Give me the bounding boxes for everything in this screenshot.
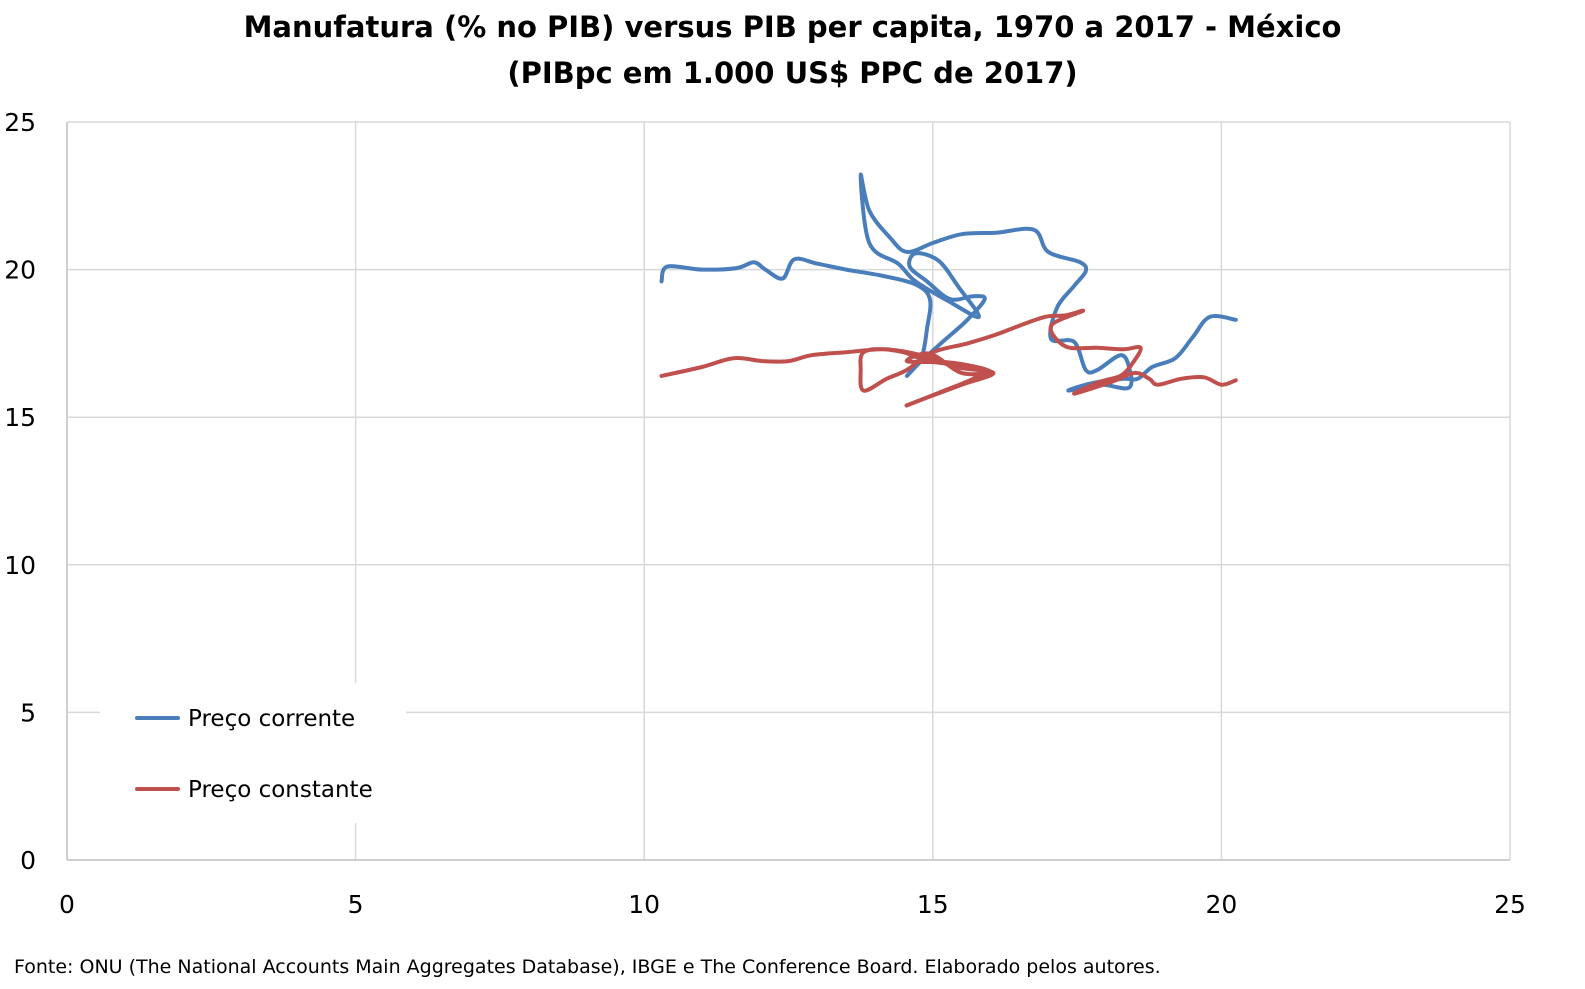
x-tick-label: 15: [917, 890, 949, 919]
source-note: Fonte: ONU (The National Accounts Main A…: [14, 956, 1161, 978]
series-line-preco-corrente: [659, 172, 1238, 393]
x-tick-label: 0: [59, 890, 75, 919]
chart-title: Manufatura (% no PIB) versus PIB per cap…: [243, 10, 1342, 44]
x-tick-label: 20: [1205, 890, 1237, 919]
y-tick-label: 0: [20, 846, 36, 875]
y-tick-label: 10: [4, 551, 36, 580]
series-line-preco-constante: [659, 308, 1238, 408]
legend-label: Preço constante: [188, 777, 373, 803]
x-axis-ticks: 0 5 10 15 20 25: [59, 890, 1526, 919]
x-tick-label: 10: [628, 890, 660, 919]
y-axis-ticks: 0 5 10 15 20 25: [4, 108, 36, 875]
series-lines: [659, 172, 1238, 408]
legend: Preço corrente Preço constante: [100, 683, 406, 823]
y-tick-label: 15: [4, 403, 36, 432]
y-tick-label: 25: [4, 108, 36, 137]
x-tick-label: 5: [348, 890, 364, 919]
legend-background: [100, 683, 406, 823]
chart-subtitle: (PIBpc em 1.000 US$ PPC de 2017): [507, 56, 1078, 90]
axes: [66, 122, 1510, 861]
y-tick-label: 5: [20, 698, 36, 727]
x-tick-label: 25: [1494, 890, 1526, 919]
legend-label: Preço corrente: [188, 706, 355, 732]
y-tick-label: 20: [4, 256, 36, 285]
